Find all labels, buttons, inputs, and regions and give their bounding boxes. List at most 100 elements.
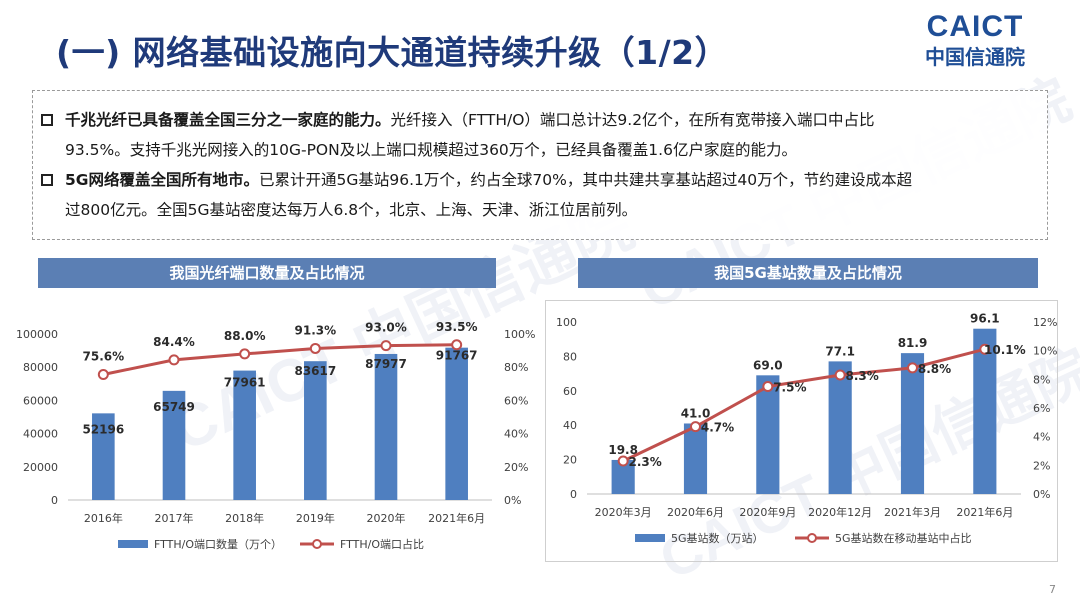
y-left-tick-label: 60 <box>563 385 577 398</box>
line-point <box>309 342 321 354</box>
y-left-tick-label: 0 <box>570 488 577 501</box>
x-tick-label: 2019年 <box>296 511 335 525</box>
bullet-body: 光纤接入（FTTH/O）端口总计达9.2亿个，在所有宽带接入端口中占比 <box>390 111 875 129</box>
bar-value-label: 83617 <box>294 364 336 378</box>
legend-line-marker <box>312 539 322 549</box>
bar <box>611 459 635 494</box>
x-tick-label: 2017年 <box>155 511 194 525</box>
line-point <box>979 343 991 355</box>
line-point <box>907 362 918 374</box>
y-right-tick-label: 2% <box>1033 459 1050 472</box>
y-left-tick-label: 80 <box>563 350 577 363</box>
x-tick-label: 2021年6月 <box>428 511 485 525</box>
logo-text-en: CAICT <box>926 10 1024 43</box>
legend-label: FTTH/O端口占比 <box>340 537 424 551</box>
line-point <box>168 354 180 366</box>
bar-value-label: 19.8 <box>608 443 638 457</box>
line-value-label: 7.5% <box>773 381 806 395</box>
y-right-tick-label: 20% <box>504 461 528 474</box>
y-right-tick-label: 8% <box>1033 373 1050 386</box>
x-tick-label: 2021年6月 <box>956 505 1013 519</box>
legend-label: 5G基站数在移动基站中占比 <box>835 531 972 545</box>
line-point <box>617 455 629 467</box>
5g-base-station-chart: 0 20 40 60 80 100 0% 2% 4% 6% 8% 10% 12% 19.8 2020年3月 4… <box>556 312 1057 545</box>
summary-box: 千兆光纤已具备覆盖全国三分之一家庭的能力。光纤接入（FTTH/O）端口总计达9.… <box>32 90 1048 240</box>
fiber-port-chart: 0 20000 40000 60000 80000 100000 0% 20% 40% 60% 80… <box>16 320 535 551</box>
line-value-label: 75.6% <box>83 350 125 364</box>
bar <box>374 353 398 500</box>
line-point <box>380 340 392 352</box>
y-left-tick-label: 100000 <box>16 328 58 341</box>
line-series <box>622 347 986 463</box>
bar <box>233 370 256 500</box>
y-right-tick-label: 100% <box>504 328 535 341</box>
bar-value-label: 65749 <box>153 400 195 414</box>
page-title: (一) 网络基础设施向大通道持续升级（1/2） <box>56 33 729 72</box>
x-tick-label: 2020年9月 <box>739 505 796 519</box>
y-left-tick-label: 40000 <box>23 428 58 441</box>
bar-value-label: 81.9 <box>898 336 928 350</box>
line-point <box>239 348 251 360</box>
line-point <box>834 369 846 381</box>
x-tick-label: 2020年3月 <box>595 505 652 519</box>
bar <box>756 375 780 494</box>
bar <box>445 347 468 500</box>
chart-title: 我国5G基站数量及占比情况 <box>578 258 1038 288</box>
bar-value-label: 52196 <box>82 422 124 436</box>
y-left-tick-label: 40 <box>563 419 577 432</box>
bar <box>900 353 925 494</box>
line-point <box>762 381 774 392</box>
line-point <box>451 339 463 351</box>
bullet-heading: 千兆光纤已具备覆盖全国三分之一家庭的能力。 <box>65 111 391 129</box>
bar-value-label: 87977 <box>365 357 407 371</box>
line-value-label: 8.3% <box>846 369 879 383</box>
bar <box>683 423 708 494</box>
legend-label: 5G基站数（万站） <box>671 531 764 545</box>
bullet-body: 93.5%。支持千兆光网接入的10G-PON及以上端口规模超过360万个，已经具… <box>65 141 797 159</box>
x-tick-label: 2020年 <box>367 511 406 525</box>
line-value-label: 93.0% <box>365 321 407 335</box>
caict-logo: CAICT 中国信通院 <box>910 10 1040 78</box>
y-left-tick-label: 80000 <box>23 361 58 374</box>
line-value-label: 10.1% <box>984 343 1026 357</box>
bar <box>828 361 852 494</box>
x-tick-label: 2021年3月 <box>884 505 941 519</box>
y-left-tick-label: 0 <box>51 494 58 507</box>
x-tick-label: 2020年6月 <box>667 505 724 519</box>
bar <box>973 328 997 494</box>
bar-value-label: 77961 <box>224 376 266 390</box>
bullet-text: 5G网络覆盖全国所有地市。已累计开通5G基站96.1万个，约占全球70%，其中共… <box>65 165 912 225</box>
line-value-label: 91.3% <box>295 323 337 337</box>
bar-value-label: 41.0 <box>681 406 711 420</box>
y-left-tick-label: 20000 <box>23 461 58 474</box>
bar <box>162 390 186 500</box>
legend-bar-swatch <box>635 534 665 542</box>
bar-value-label: 77.1 <box>825 344 855 358</box>
legend-bar-swatch <box>118 540 148 548</box>
y-left-tick-label: 60000 <box>23 394 58 407</box>
bar <box>92 413 115 500</box>
page-number: 7 <box>1049 583 1056 596</box>
y-right-tick-label: 0% <box>504 494 521 507</box>
y-left-tick-label: 20 <box>563 454 577 467</box>
chart-frame <box>545 300 1058 562</box>
bullet-item: 5G网络覆盖全国所有地市。已累计开通5G基站96.1万个，约占全球70%，其中共… <box>41 165 1029 225</box>
bar-value-label: 91767 <box>436 349 478 363</box>
y-right-tick-label: 40% <box>504 428 528 441</box>
bullet-body: 过800亿元。全国5G基站密度达每万人6.8个，北京、上海、天津、浙江位居前列。 <box>65 201 638 219</box>
y-right-tick-label: 10% <box>1033 345 1057 358</box>
y-right-tick-label: 6% <box>1033 402 1050 415</box>
bullet-text: 千兆光纤已具备覆盖全国三分之一家庭的能力。光纤接入（FTTH/O）端口总计达9.… <box>65 105 875 165</box>
x-tick-label: 2016年 <box>84 511 123 525</box>
chart-title: 我国光纤端口数量及占比情况 <box>38 258 496 288</box>
line-value-label: 88.0% <box>224 329 266 343</box>
bar-value-label: 96.1 <box>970 312 1000 326</box>
line-series <box>103 343 457 376</box>
line-value-label: 2.3% <box>629 455 662 469</box>
bullet-item: 千兆光纤已具备覆盖全国三分之一家庭的能力。光纤接入（FTTH/O）端口总计达9.… <box>41 105 1029 165</box>
line-value-label: 84.4% <box>153 335 195 349</box>
y-left-tick-label: 100 <box>556 316 577 329</box>
y-right-tick-label: 0% <box>1033 488 1050 501</box>
bar-value-label: 69.0 <box>753 358 783 372</box>
legend-line-marker <box>807 533 817 543</box>
